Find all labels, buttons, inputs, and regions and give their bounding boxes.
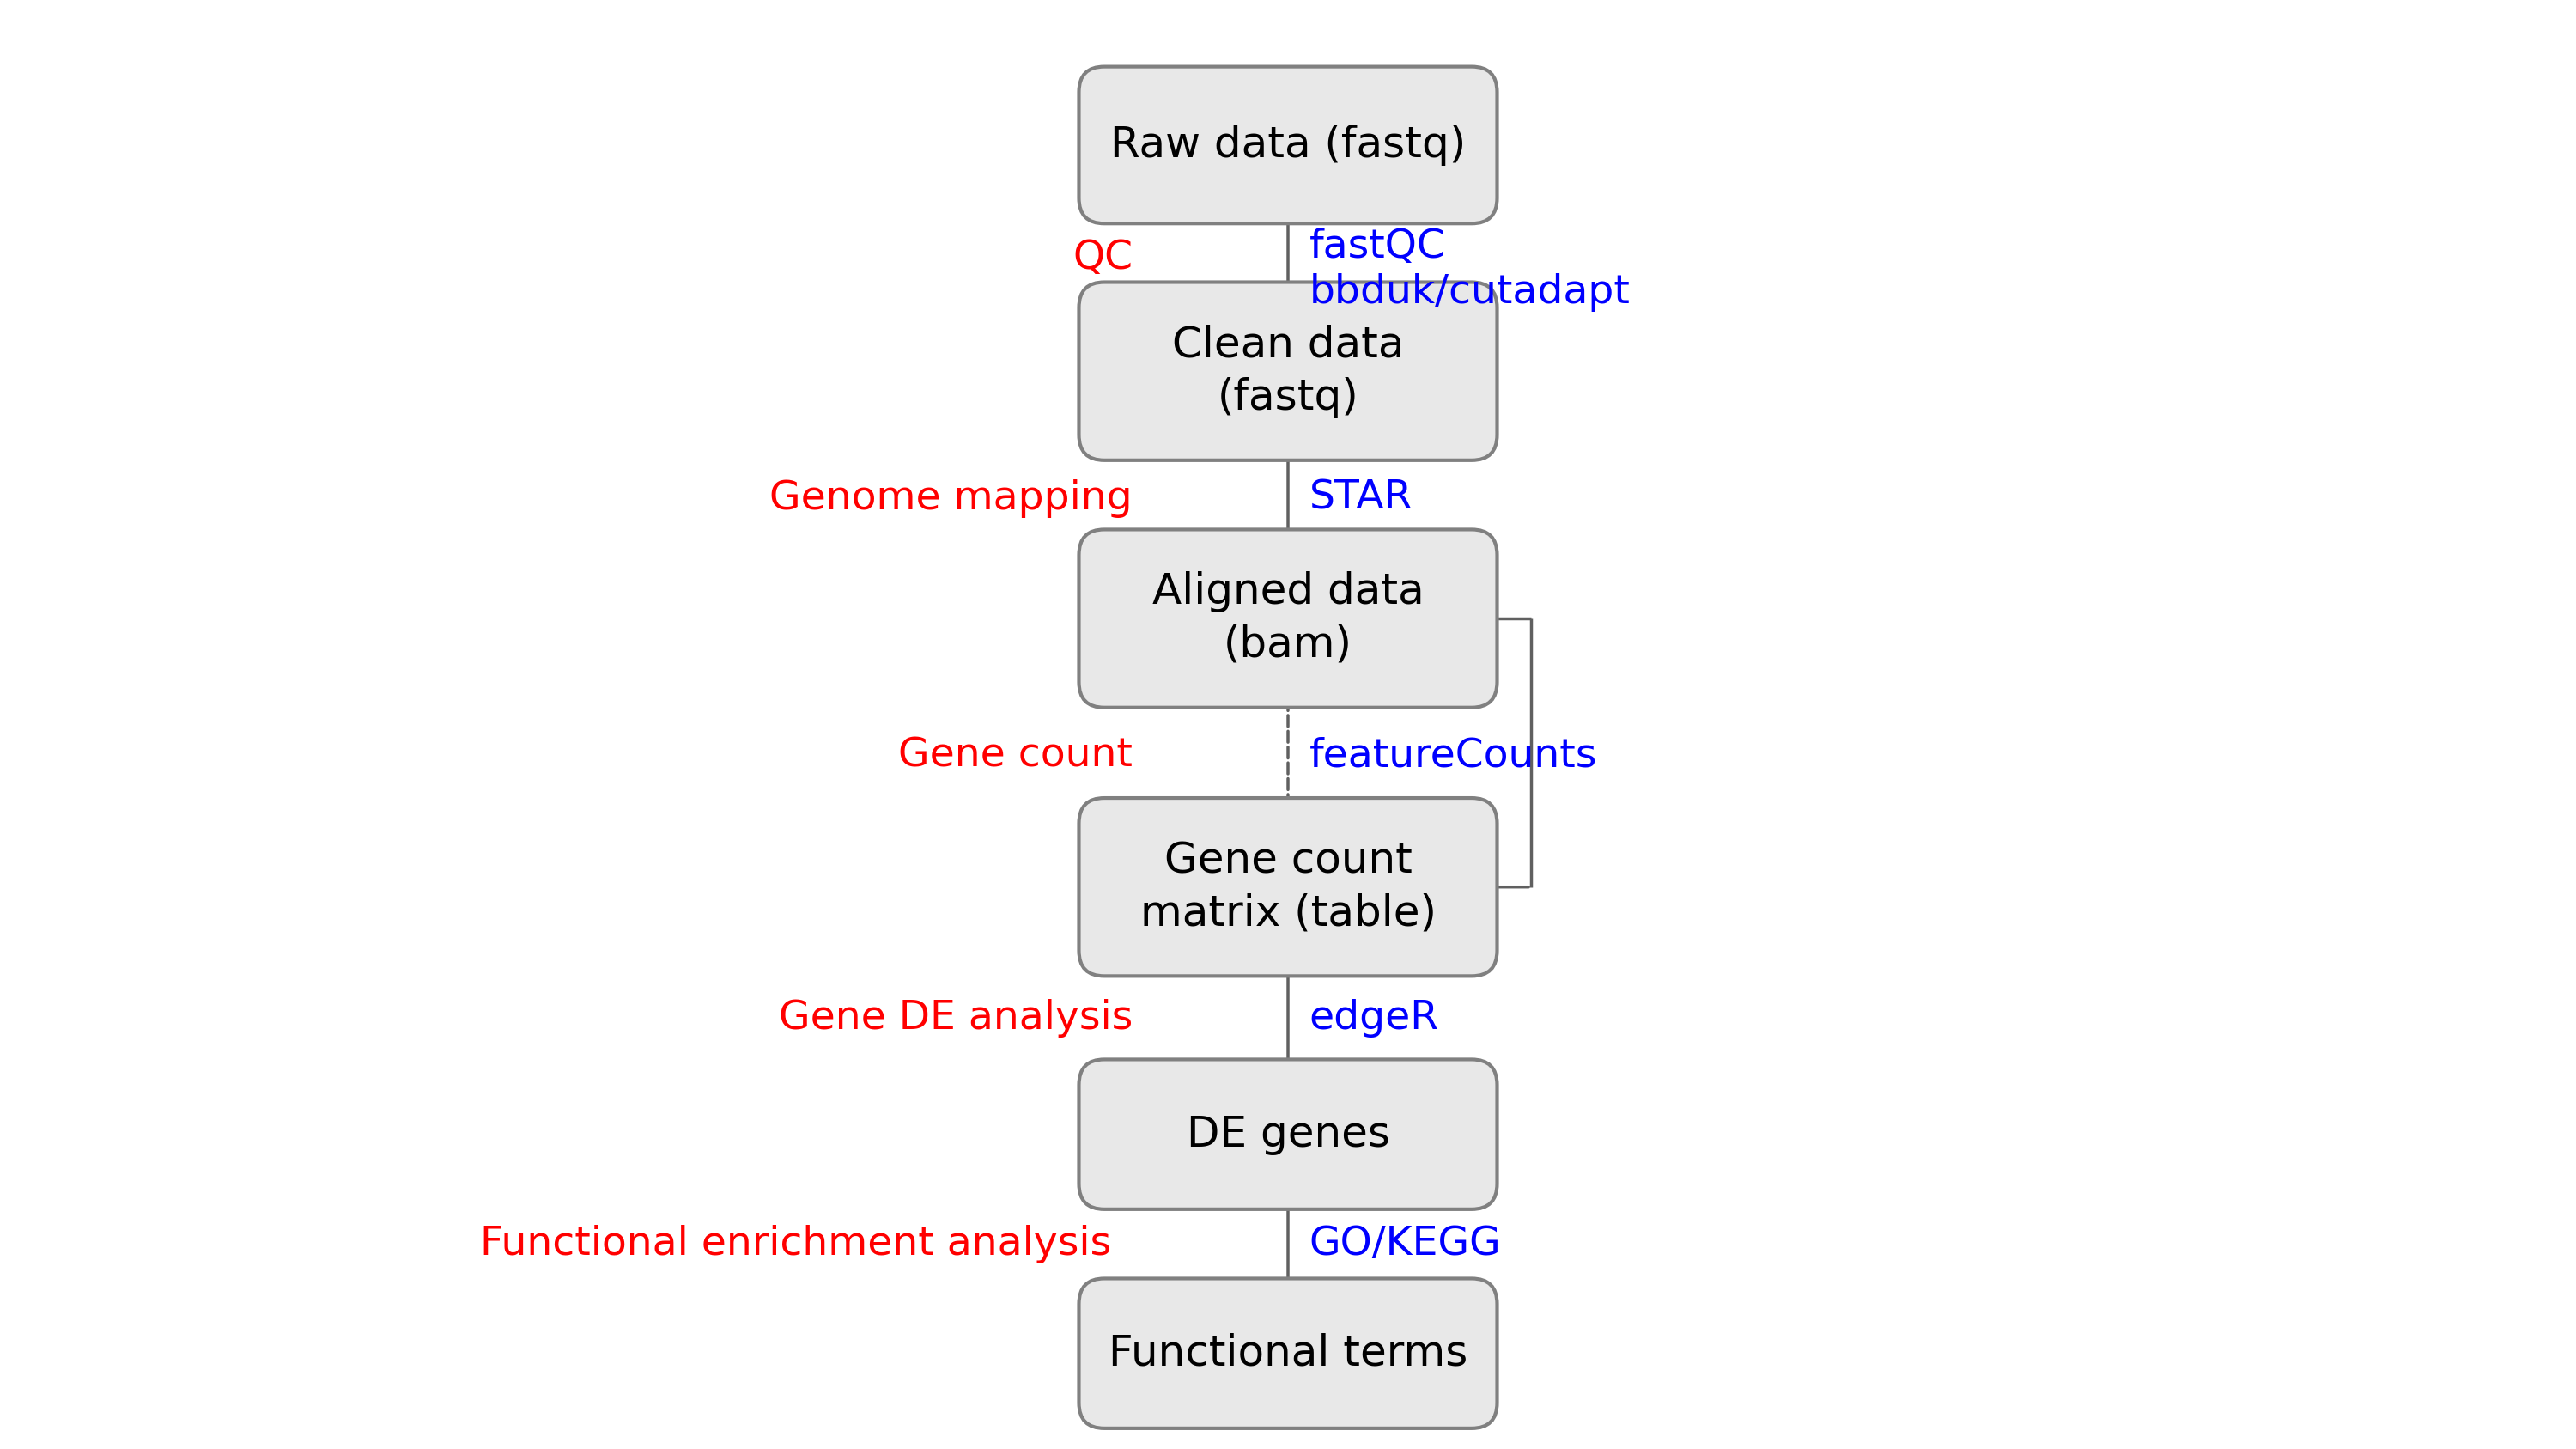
Text: edgeR: edgeR [1309, 1000, 1440, 1037]
Text: DE genes: DE genes [1185, 1114, 1391, 1155]
Text: Functional terms: Functional terms [1108, 1333, 1468, 1374]
FancyBboxPatch shape [1079, 798, 1497, 977]
Text: STAR: STAR [1309, 480, 1412, 517]
Text: Functional enrichment analysis: Functional enrichment analysis [479, 1226, 1110, 1264]
Text: Raw data (fastq): Raw data (fastq) [1110, 125, 1466, 165]
FancyBboxPatch shape [1079, 529, 1497, 707]
Text: QC: QC [1072, 239, 1133, 277]
FancyBboxPatch shape [1079, 283, 1497, 461]
Text: Aligned data
(bam): Aligned data (bam) [1151, 571, 1425, 665]
Text: Gene DE analysis: Gene DE analysis [778, 1000, 1133, 1037]
Text: GO/KEGG: GO/KEGG [1309, 1226, 1502, 1264]
Text: bbduk/cutadapt: bbduk/cutadapt [1309, 272, 1631, 312]
Text: Genome mapping: Genome mapping [770, 480, 1133, 517]
FancyBboxPatch shape [1079, 1059, 1497, 1210]
Text: Clean data
(fastq): Clean data (fastq) [1172, 325, 1404, 419]
Text: Gene count: Gene count [899, 736, 1133, 775]
FancyBboxPatch shape [1079, 1278, 1497, 1429]
Text: featureCounts: featureCounts [1309, 736, 1597, 775]
Text: fastQC: fastQC [1309, 227, 1445, 267]
FancyBboxPatch shape [1079, 67, 1497, 223]
Text: Gene count
matrix (table): Gene count matrix (table) [1139, 840, 1437, 935]
